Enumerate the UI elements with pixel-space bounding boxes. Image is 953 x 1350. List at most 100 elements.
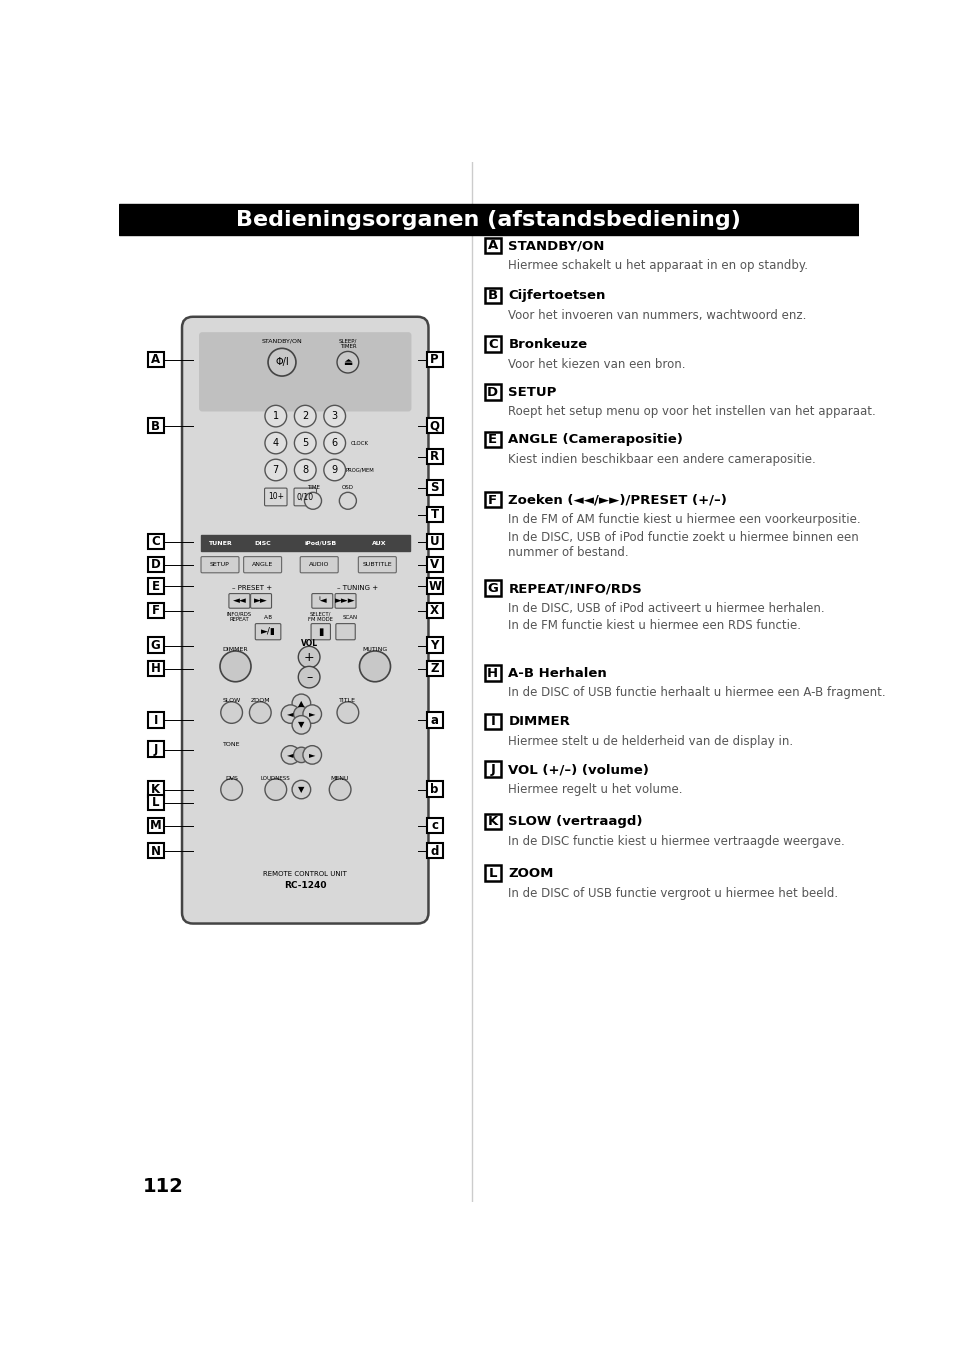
Text: SLOW: SLOW [222,698,240,703]
Text: TIMER: TIMER [339,344,355,350]
Text: TITLE: TITLE [339,698,356,703]
Text: ZOOM: ZOOM [508,867,553,880]
Text: J: J [153,743,157,756]
Text: In de FM functie kiest u hiermee een RDS functie.: In de FM functie kiest u hiermee een RDS… [508,620,801,632]
FancyBboxPatch shape [484,288,500,304]
Text: ◄: ◄ [287,710,294,718]
Text: ◄◄: ◄◄ [233,597,246,605]
Text: Hiermee regelt u het volume.: Hiermee regelt u het volume. [508,783,682,795]
Text: W: W [428,579,440,593]
Text: SUBTITLE: SUBTITLE [362,562,392,567]
Text: ▼: ▼ [297,786,304,794]
FancyBboxPatch shape [358,556,395,572]
Text: In de DISC, USB of iPod functie zoekt u hiermee binnen een
nummer of bestand.: In de DISC, USB of iPod functie zoekt u … [508,531,858,559]
Text: – PRESET +: – PRESET + [233,585,273,591]
Circle shape [298,667,319,688]
FancyBboxPatch shape [335,624,355,640]
FancyBboxPatch shape [484,491,500,508]
Text: STANDBY/ON: STANDBY/ON [508,239,604,252]
Text: D: D [151,558,160,571]
Circle shape [265,459,286,481]
FancyBboxPatch shape [201,556,239,572]
Circle shape [294,405,315,427]
FancyBboxPatch shape [426,479,442,495]
Text: a: a [430,714,438,726]
FancyBboxPatch shape [484,432,500,447]
Circle shape [294,432,315,454]
Text: R: R [430,451,438,463]
Text: 9: 9 [332,464,337,475]
Text: Bedieningsorganen (afstandsbediening): Bedieningsorganen (afstandsbediening) [236,209,740,230]
Text: P: P [430,354,438,366]
Text: Hiermee schakelt u het apparaat in en op standby.: Hiermee schakelt u het apparaat in en op… [508,259,807,271]
Text: S: S [430,481,438,494]
Text: U: U [430,535,439,548]
Bar [200,536,410,551]
FancyBboxPatch shape [148,741,164,757]
Text: ►►►: ►►► [335,597,355,605]
Text: ◄: ◄ [287,751,294,760]
Text: In de DISC functie kiest u hiermee vertraagde weergave.: In de DISC functie kiest u hiermee vertr… [508,836,844,848]
Text: 7: 7 [273,464,278,475]
FancyBboxPatch shape [426,578,442,594]
Text: ►►: ►► [253,597,268,605]
Text: +: + [303,651,314,664]
Circle shape [323,459,345,481]
FancyBboxPatch shape [426,448,442,464]
Text: C: C [488,338,497,351]
Text: In de FM of AM functie kiest u hiermee een voorkeurpositie.: In de FM of AM functie kiest u hiermee e… [508,513,860,526]
Text: A: A [151,354,160,366]
FancyBboxPatch shape [426,533,442,549]
Text: 5: 5 [302,437,308,448]
Text: PROG/MEM: PROG/MEM [345,467,374,472]
FancyBboxPatch shape [300,556,337,572]
Text: F: F [152,605,159,617]
Text: B: B [151,420,160,432]
Text: INFO/RDS: INFO/RDS [227,612,252,617]
FancyBboxPatch shape [251,594,272,609]
FancyBboxPatch shape [148,713,164,728]
FancyBboxPatch shape [484,336,500,352]
FancyBboxPatch shape [426,418,442,433]
Circle shape [329,779,351,801]
FancyBboxPatch shape [148,782,164,796]
Text: In de DISC of USB functie herhaalt u hiermee een A-B fragment.: In de DISC of USB functie herhaalt u hie… [508,686,885,699]
FancyBboxPatch shape [426,506,442,522]
Text: Y: Y [430,639,438,652]
Text: V: V [430,558,438,571]
Text: A-B: A-B [263,614,273,620]
Text: In de DISC, USB of iPod activeert u hiermee herhalen.: In de DISC, USB of iPod activeert u hier… [508,602,824,614]
FancyBboxPatch shape [426,660,442,676]
Text: TUNER: TUNER [208,540,232,545]
FancyBboxPatch shape [264,489,287,506]
Text: E: E [488,433,497,447]
FancyBboxPatch shape [148,818,164,833]
FancyBboxPatch shape [182,317,428,923]
Text: SCAN: SCAN [342,614,357,620]
FancyBboxPatch shape [426,842,442,859]
Text: Φ/I: Φ/I [274,358,289,367]
Text: SETUP: SETUP [210,562,230,567]
Text: J: J [490,763,495,776]
Text: RC-1240: RC-1240 [284,882,326,890]
Circle shape [265,779,286,801]
Text: TIME: TIME [306,485,319,490]
Text: B: B [487,289,497,302]
Text: MENU: MENU [331,776,349,782]
Text: –: – [306,671,312,683]
Text: FM MODE: FM MODE [308,617,333,622]
Text: N: N [151,845,160,857]
Circle shape [336,702,358,724]
Text: Bronkeuze: Bronkeuze [508,338,587,351]
Text: d: d [430,845,438,857]
Text: 112: 112 [142,1177,183,1196]
Text: Kiest indien beschikbaar een andere camerapositie.: Kiest indien beschikbaar een andere came… [508,454,815,466]
Circle shape [220,702,242,724]
Text: CLOCK: CLOCK [350,440,368,446]
FancyBboxPatch shape [148,637,164,653]
Circle shape [249,702,271,724]
Text: SLEEP/: SLEEP/ [338,338,356,343]
Text: In de DISC of USB functie vergroot u hiermee het beeld.: In de DISC of USB functie vergroot u hie… [508,887,838,899]
Text: I: I [490,716,495,728]
Circle shape [359,651,390,682]
